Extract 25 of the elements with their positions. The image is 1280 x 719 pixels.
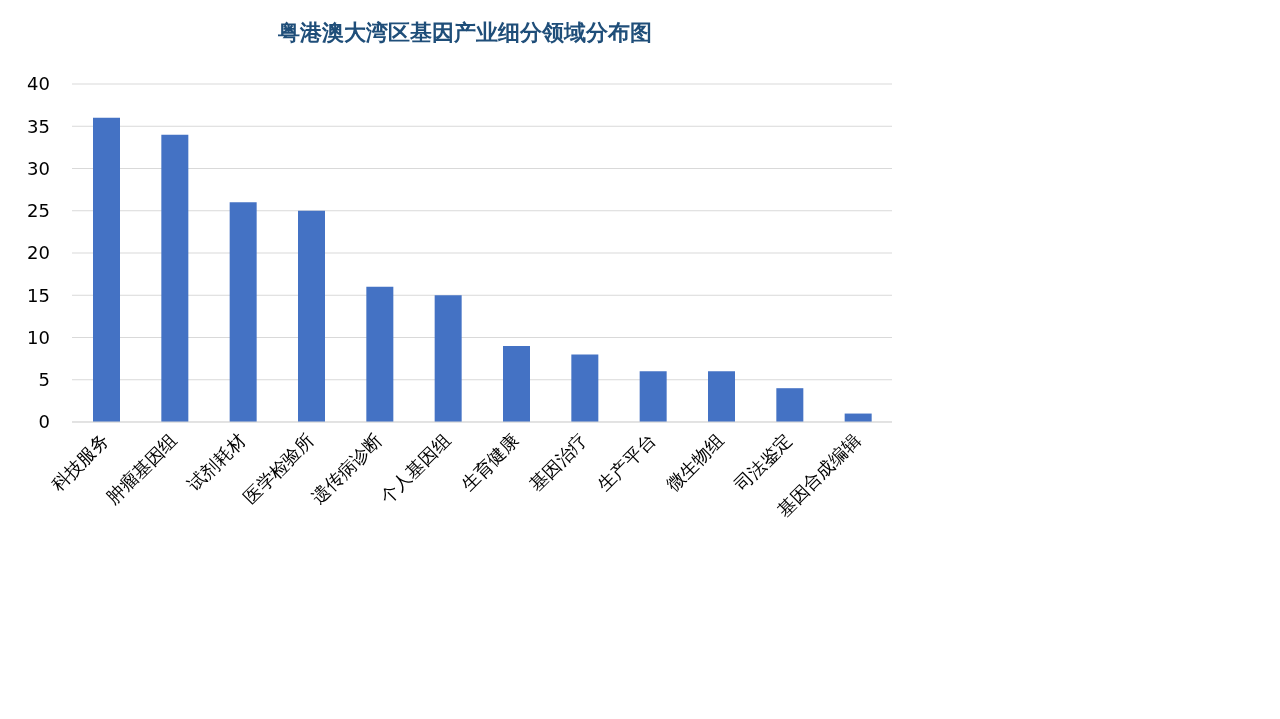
x-tick-label: 生育健康 [456,429,523,496]
bar [229,202,257,422]
y-tick-label: 15 [27,284,50,306]
y-tick-label: 25 [27,200,50,222]
y-tick-label: 40 [27,73,50,95]
y-tick-label: 35 [27,115,50,137]
bar [708,371,735,422]
x-tick-label: 微生物组 [661,429,728,496]
y-tick-label: 30 [27,157,50,179]
bar [434,295,462,422]
y-tick-label: 10 [27,326,50,348]
bar [571,354,599,422]
x-tick-label: 基因治疗 [525,429,591,496]
y-tick-label: 0 [38,411,50,433]
bar [298,210,325,422]
bar [93,117,120,422]
bar [161,134,189,422]
bar [503,345,530,422]
bar [366,286,394,422]
bar [639,371,667,422]
y-tick-label: 5 [38,369,50,391]
chart-title: 粤港澳大湾区基因产业细分领域分布图 [277,19,653,47]
bar [776,388,804,422]
y-tick-label: 20 [27,242,50,264]
x-tick-label: 生产平台 [593,429,660,496]
